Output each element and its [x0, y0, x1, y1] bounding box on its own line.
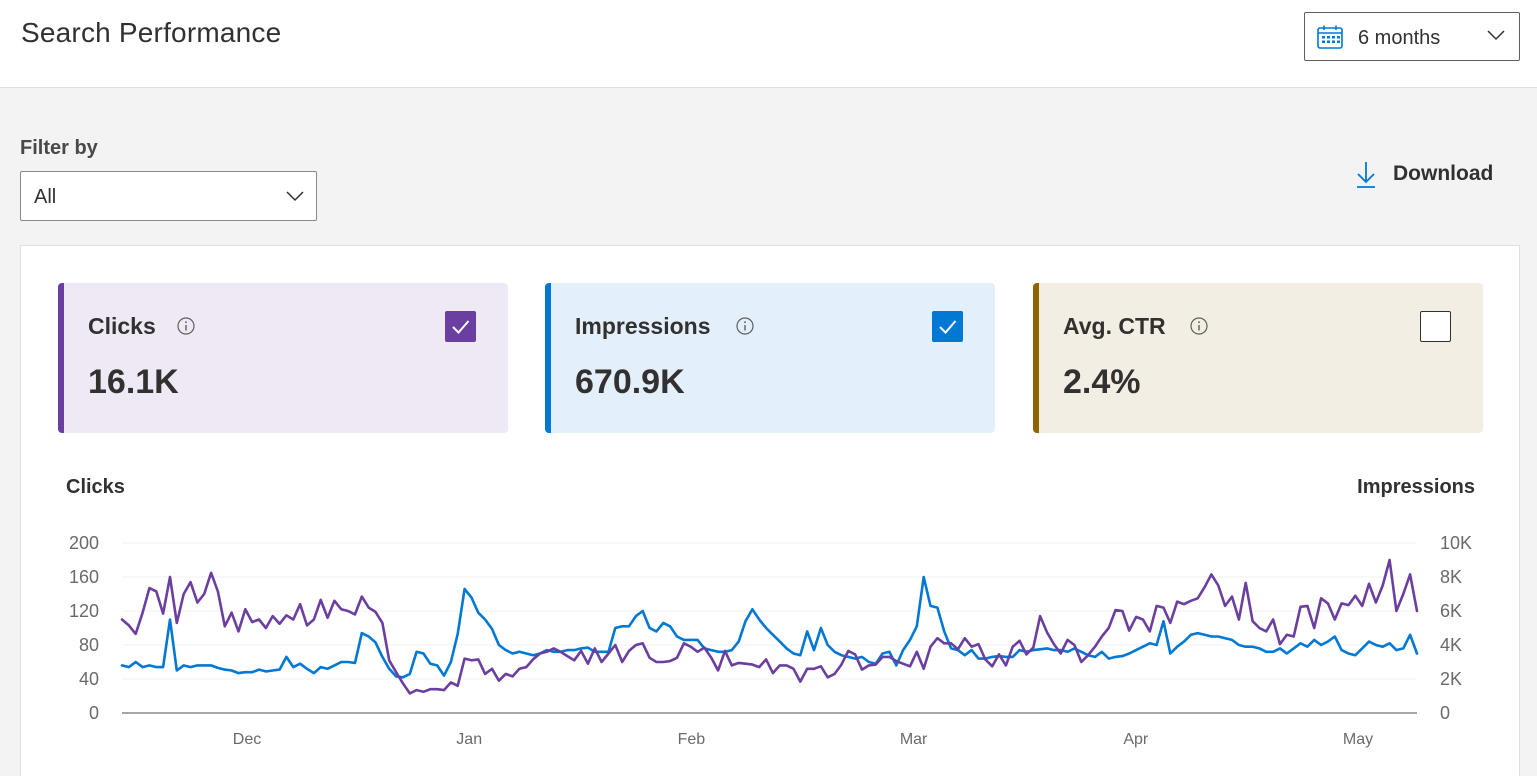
chevron-down-icon — [1487, 30, 1505, 41]
x-month-label: Feb — [678, 731, 706, 748]
metric-checkbox[interactable] — [1420, 311, 1451, 342]
impressions-series-line — [120, 575, 1419, 679]
y-left-tick-label: 0 — [89, 703, 99, 723]
x-month-label: Jan — [456, 731, 482, 748]
metric-accent-bar — [58, 283, 64, 433]
y-right-tick-label: 2K — [1440, 669, 1462, 689]
left-axis-title: Clicks — [66, 476, 125, 498]
metric-value: 670.9K — [575, 363, 685, 401]
metric-card-avg-ctr[interactable]: Avg. CTR 2.4% — [1033, 283, 1483, 433]
y-right-tick-label: 4K — [1440, 635, 1462, 655]
filter-dropdown[interactable]: All — [20, 171, 317, 221]
x-month-label: Dec — [233, 731, 261, 748]
top-bar: Search Performance 6 months — [0, 0, 1537, 88]
y-right-tick-label: 0 — [1440, 703, 1450, 723]
metric-name: Clicks — [88, 313, 156, 339]
calendar-icon — [1317, 25, 1343, 49]
right-axis-title: Impressions — [1357, 476, 1475, 498]
checkmark-icon — [939, 320, 957, 334]
metric-checkbox[interactable] — [445, 311, 476, 342]
metric-accent-bar — [1033, 283, 1039, 433]
info-icon[interactable] — [736, 317, 754, 335]
x-month-label: Apr — [1123, 731, 1149, 748]
checkmark-icon — [452, 320, 470, 334]
metric-card-clicks[interactable]: Clicks 16.1K — [58, 283, 508, 433]
metric-name: Impressions — [575, 313, 711, 339]
metric-checkbox[interactable] — [932, 311, 963, 342]
date-range-dropdown[interactable]: 6 months — [1304, 12, 1520, 61]
date-range-value: 6 months — [1358, 27, 1441, 49]
download-icon — [1357, 162, 1375, 188]
metric-value: 2.4% — [1063, 363, 1141, 401]
performance-card: Clicks 16.1K Impressions 670.9K Avg. CTR… — [20, 245, 1520, 776]
y-left-tick-label: 120 — [69, 601, 99, 621]
y-left-tick-label: 200 — [69, 533, 99, 553]
x-month-label: May — [1343, 731, 1373, 748]
download-label: Download — [1393, 162, 1494, 185]
clicks-series-line — [120, 558, 1419, 695]
filter-value: All — [34, 186, 57, 208]
info-icon[interactable] — [177, 317, 195, 335]
metric-value: 16.1K — [88, 363, 179, 401]
y-right-tick-label: 10K — [1440, 533, 1472, 553]
y-left-tick-label: 80 — [79, 635, 99, 655]
x-month-label: Mar — [900, 731, 928, 748]
metric-name: Avg. CTR — [1063, 313, 1166, 339]
y-left-tick-label: 160 — [69, 567, 99, 587]
metric-card-impressions[interactable]: Impressions 670.9K — [545, 283, 995, 433]
info-icon[interactable] — [1190, 317, 1208, 335]
y-right-tick-label: 8K — [1440, 567, 1462, 587]
y-right-tick-label: 6K — [1440, 601, 1462, 621]
page-title: Search Performance — [21, 17, 282, 48]
filter-label: Filter by — [20, 137, 98, 159]
performance-line-chart: 0 0 40 2K 80 4K 120 6K 160 8K 200 10K Dec Jan Feb Mar Ap… — [69, 533, 1472, 748]
y-left-tick-label: 40 — [79, 669, 99, 689]
chevron-down-icon — [286, 191, 304, 202]
metric-accent-bar — [545, 283, 551, 433]
